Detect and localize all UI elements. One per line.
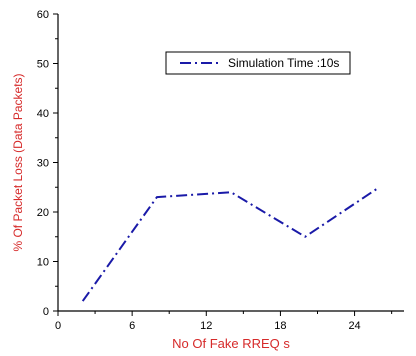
x-tick-label: 12 [200,320,212,332]
x-axis-label: No Of Fake RREQ s [172,336,290,351]
y-tick-label: 10 [37,257,49,269]
y-tick-label: 50 [37,59,49,71]
x-ticks: 0 6 12 18 24 [55,311,393,332]
x-tick-label: 6 [129,320,135,332]
y-ticks: 0 10 20 30 40 50 60 [37,9,58,318]
legend-label: Simulation Time :10s [228,56,339,70]
x-tick-label: 0 [55,320,61,332]
legend-box [165,51,351,75]
y-tick-label: 60 [37,9,49,21]
y-tick-label: 30 [37,158,49,170]
series-layer [81,186,380,302]
y-axis-label: % Of Packet Loss (Data Packets) [11,73,25,251]
x-tick-label: 24 [348,320,360,332]
y-tick-label: 20 [37,207,49,219]
y-tick-label: 40 [37,108,49,120]
y-tick-label: 0 [43,306,49,318]
series-line [81,186,380,302]
x-tick-label: 18 [274,320,286,332]
plot-area: 0 6 12 18 24 0 10 20 30 40 50 60 [37,9,404,332]
legend: Simulation Time :10s [165,51,351,75]
